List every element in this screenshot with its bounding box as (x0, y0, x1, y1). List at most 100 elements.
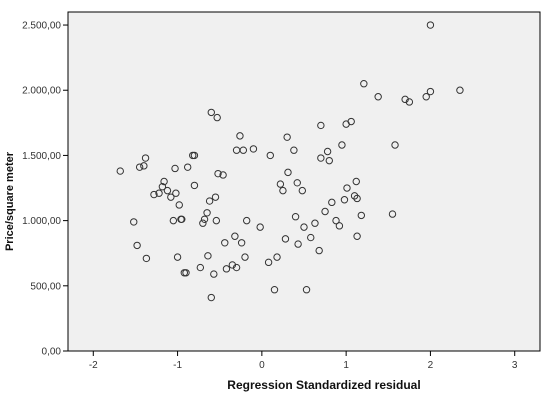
scatter-point (264, 258, 273, 267)
scatter-point (426, 21, 435, 29)
scatter-point (207, 293, 215, 302)
x-tick-label: 1 (343, 360, 349, 371)
scatter-point (321, 207, 329, 216)
scatter-point (173, 253, 182, 261)
scatter-point (352, 177, 360, 186)
scatter-point (360, 80, 368, 88)
scatter-point (293, 179, 301, 187)
scatter-point (236, 132, 244, 140)
scatter-point (284, 168, 292, 177)
x-tick-label: 0 (259, 360, 265, 371)
scatter-point (169, 216, 178, 225)
x-axis: -2 -1 0 1 2 3 (89, 351, 518, 371)
scatter-point (163, 186, 172, 195)
scatter-point (298, 186, 307, 195)
scatter-point (200, 215, 209, 224)
scatter-point (343, 184, 351, 192)
scatter-point (140, 162, 148, 170)
scatter-point (340, 196, 349, 204)
scatter-point (353, 232, 361, 240)
scatter-point (311, 219, 319, 227)
scatter-point (405, 98, 414, 106)
scatter-point (171, 164, 179, 173)
scatter-point (323, 147, 332, 156)
scatter-point (219, 171, 227, 179)
scatter-point (204, 252, 212, 260)
scatter-point (350, 192, 359, 200)
scatter-point (325, 156, 333, 165)
y-tick-label: 2.000,00 (22, 86, 61, 97)
scatter-point (221, 239, 229, 247)
x-tick-label: -1 (173, 360, 182, 371)
scatter-point (190, 181, 199, 190)
scatter-point (155, 189, 163, 197)
scatter-point (150, 190, 158, 199)
scatter-point (290, 146, 298, 154)
scatter-point (133, 241, 141, 250)
scatter-point (116, 167, 124, 175)
y-axis-title: Price/square meter (4, 151, 16, 251)
y-tick-label: 0,00 (42, 347, 62, 358)
scatter-point (374, 93, 382, 101)
x-tick-label: 3 (512, 360, 518, 371)
scatter-point (291, 213, 300, 221)
scatter-point (456, 86, 464, 94)
scatter-point (212, 216, 221, 225)
scatter-point (283, 133, 291, 141)
scatter-point (182, 269, 190, 277)
scatter-point (130, 218, 138, 226)
plot-area (67, 11, 541, 352)
scatter-point (213, 113, 221, 122)
scatter-point (231, 232, 239, 240)
scatter-point (205, 197, 214, 205)
scatter-point (237, 239, 246, 247)
scatter-point (196, 263, 205, 272)
scatter-point (273, 253, 281, 261)
scatter-point (142, 254, 151, 263)
scatter-point (190, 151, 199, 160)
scatter-point (347, 117, 355, 126)
scatter-point (175, 201, 183, 209)
scatter-point (332, 216, 340, 225)
scatter-point (207, 108, 215, 117)
scatter-point (167, 193, 175, 201)
scatter-point (276, 180, 285, 188)
scatter-point (307, 233, 315, 242)
scatter-point (388, 210, 397, 218)
scatter-point (211, 193, 220, 201)
scatter-point (266, 151, 274, 160)
scatter-point (158, 183, 167, 191)
scatter-point (172, 189, 180, 197)
y-tick-label: 2.500,00 (22, 21, 61, 32)
y-tick-label: 500,00 (30, 281, 61, 292)
y-tick-label: 1.000,00 (22, 216, 61, 227)
scatter-point (256, 223, 264, 231)
x-axis-title: Regression Standardized residual (227, 378, 420, 392)
scatter-point (317, 154, 325, 162)
x-tick-label: -2 (89, 360, 98, 371)
scatter-point (391, 141, 399, 149)
scatter-point (214, 169, 222, 178)
scatter-point (317, 121, 325, 130)
scatter-point (338, 141, 346, 149)
scatter-point (426, 87, 435, 96)
scatter-point (222, 265, 231, 273)
scatter-point (279, 186, 287, 195)
scatter-point (270, 286, 279, 294)
scatter-point (141, 154, 150, 162)
scatter-point (281, 235, 290, 243)
x-tick-label: 2 (428, 360, 434, 371)
data-points (116, 21, 464, 302)
scatter-point (335, 222, 344, 230)
scatter-point (241, 253, 249, 261)
scatter-point (232, 263, 241, 272)
scatter-point (302, 286, 311, 294)
scatter-point (239, 146, 248, 154)
scatter-point (294, 240, 302, 248)
scatter-point (315, 246, 323, 255)
scatter-point (203, 209, 211, 217)
y-tick-label: 1.500,00 (22, 151, 61, 162)
scatter-point (300, 223, 308, 231)
